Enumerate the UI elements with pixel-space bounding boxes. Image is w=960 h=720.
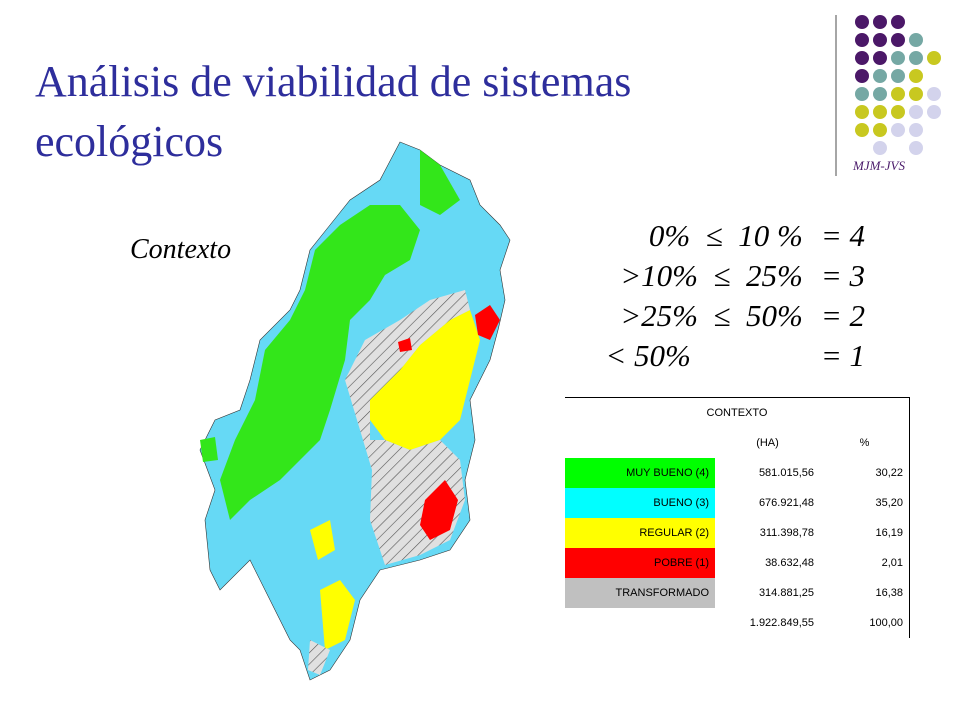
rule-score: = 2 xyxy=(820,298,865,333)
logo-dot xyxy=(927,105,941,119)
cell: 16,19 xyxy=(875,527,903,539)
logo-dot xyxy=(891,105,905,119)
title: Análisis de viabilidad de sistemas ecoló… xyxy=(35,57,632,166)
logo-dot xyxy=(873,87,887,101)
cell: 311.398,78 xyxy=(759,527,814,539)
map xyxy=(199,141,511,681)
logo-dot xyxy=(909,69,923,83)
header-cell xyxy=(565,428,715,458)
logo-dot xyxy=(909,141,923,155)
cell: 100,00 xyxy=(869,617,903,629)
map-regular xyxy=(310,520,335,560)
logo-dot xyxy=(891,15,905,29)
row-label: TRANSFORMADO xyxy=(565,578,715,608)
logo-dot xyxy=(927,51,941,65)
total-row: 1.922.849,55 100,00 xyxy=(565,608,910,638)
logo-dot xyxy=(855,87,869,101)
logo-dot xyxy=(873,141,887,155)
logo-dot xyxy=(909,51,923,65)
cell: 16,38 xyxy=(875,587,903,599)
logo-dot xyxy=(855,105,869,119)
rule: 0% ≤ 10 % = 4 xyxy=(649,218,865,254)
header-row: (HA)% xyxy=(565,428,910,458)
rule-score: = 1 xyxy=(820,338,865,373)
rule-range: 0% ≤ 10 % xyxy=(648,218,803,253)
logo-dot xyxy=(891,123,905,137)
logo-dots xyxy=(855,15,941,155)
rule-score: = 4 xyxy=(820,218,865,253)
rule: >10% ≤ 25% = 3 xyxy=(620,258,865,294)
subtitle: Contexto xyxy=(130,234,232,265)
map-pobre xyxy=(420,480,458,540)
logo-dot xyxy=(891,33,905,47)
map-pobre xyxy=(475,305,500,340)
cell: 2,01 xyxy=(881,557,903,569)
logo-dot xyxy=(891,51,905,65)
rule-range: < 50% xyxy=(605,338,691,373)
row-label: POBRE (1) xyxy=(565,548,715,578)
rule-range: >10% ≤ 25% xyxy=(620,258,803,293)
map-muy-bueno xyxy=(200,437,218,462)
logo-dot xyxy=(909,87,923,101)
data-row: BUENO (3) 676.921,48 35,20 xyxy=(565,488,910,518)
logo-dot xyxy=(909,105,923,119)
map-transformado xyxy=(308,640,330,675)
cell: 1.922.849,55 xyxy=(749,617,814,629)
logo-dot xyxy=(873,123,887,137)
data-row: MUY BUENO (4) 581.015,56 30,22 xyxy=(565,458,910,488)
map-muy-bueno xyxy=(220,205,420,520)
row-label: MUY BUENO (4) xyxy=(565,458,715,488)
cell: 35,20 xyxy=(875,497,903,509)
cell: 38.632,48 xyxy=(765,557,814,569)
cell: 581.015,56 xyxy=(758,467,814,479)
logo-dot xyxy=(855,51,869,65)
map-pobre xyxy=(398,338,412,352)
cell: 676.921,48 xyxy=(758,497,814,509)
logo-dot xyxy=(891,69,905,83)
row-label: BUENO (3) xyxy=(565,488,715,518)
cell: 314.881,25 xyxy=(758,587,814,599)
logo-dot xyxy=(909,123,923,137)
logo-dot xyxy=(855,123,869,137)
map-regular xyxy=(320,580,355,650)
map-muy-bueno xyxy=(420,150,460,215)
cell xyxy=(565,608,715,638)
logo-dot xyxy=(855,33,869,47)
logo-dot xyxy=(891,87,905,101)
rule: < 50% = 1 xyxy=(605,338,865,374)
logo-dot xyxy=(909,33,923,47)
logo-dot xyxy=(855,15,869,29)
data-row: TRANSFORMADO 314.881,25 16,38 xyxy=(565,578,910,608)
logo-dot xyxy=(873,105,887,119)
header-cell: (HA) xyxy=(756,437,779,449)
logo-dot xyxy=(927,87,941,101)
logo-dot xyxy=(855,69,869,83)
context-table: CONTEXTO (HA)% MUY BUENO (4) 581.015,56 30,2… xyxy=(565,397,910,638)
cell: 30,22 xyxy=(875,467,903,479)
logo-text: MJM-JVS xyxy=(853,158,905,173)
logo-dot xyxy=(873,69,887,83)
rule-range: >25% ≤ 50% xyxy=(620,298,803,333)
logo-dot xyxy=(873,33,887,47)
logo-dot xyxy=(873,51,887,65)
table-title: CONTEXTO xyxy=(706,407,768,419)
row-label: REGULAR (2) xyxy=(565,518,715,548)
header-cell: % xyxy=(859,437,870,449)
rule: >25% ≤ 50% = 2 xyxy=(620,298,865,334)
logo-dot xyxy=(873,15,887,29)
table-title-row: CONTEXTO xyxy=(565,398,910,429)
map-regular xyxy=(370,310,480,450)
data-row: REGULAR (2) 311.398,78 16,19 xyxy=(565,518,910,548)
data-row: POBRE (1) 38.632,48 2,01 xyxy=(565,548,910,578)
rule-score: = 3 xyxy=(820,258,865,293)
